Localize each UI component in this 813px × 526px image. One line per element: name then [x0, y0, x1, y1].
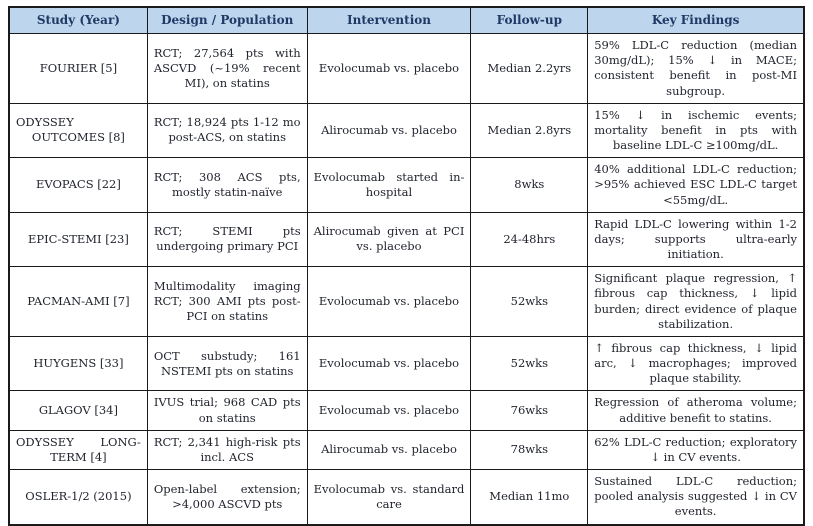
design-cell: Open-label extension; >4,000 ASCVD pts: [146, 469, 308, 526]
column-header-design: Design / Population: [146, 6, 308, 34]
column-header-followup: Follow-up: [470, 6, 589, 34]
findings-cell: 40% additional LDL-C reduction; >95% ach…: [587, 157, 805, 213]
study-cell: FOURIER [5]: [8, 33, 148, 104]
intervention-cell: Alirocumab given at PCI vs. placebo: [306, 211, 472, 268]
study-cell: OSLER-1/2 (2015): [8, 469, 148, 526]
findings-cell: Rapid LDL-C lowering within 1-2 days; su…: [587, 211, 805, 268]
intervention-cell: Evolocumab vs. placebo: [306, 266, 472, 337]
findings-cell: 15% ↓ in ischemic events; mortality bene…: [587, 102, 805, 159]
trials-table-container: Study (Year) Design / Population Interve…: [8, 6, 805, 526]
design-cell: RCT; STEMI pts undergoing primary PCI: [146, 211, 308, 268]
table-row: EPIC-STEMI [23] RCT; STEMI pts undergoing…: [8, 211, 805, 268]
intervention-cell: Evolocumab vs. standard care: [306, 469, 472, 526]
followup-cell: 52wks: [470, 266, 589, 337]
followup-cell: 52wks: [470, 335, 589, 392]
table-row: HUYGENS [33] OCT substudy; 161 NSTEMI pts…: [8, 335, 805, 392]
findings-cell: 59% LDL-C reduction (median 30mg/dL); 15…: [587, 33, 805, 104]
table-row: GLAGOV [34] IVUS trial; 968 CAD pts on st…: [8, 390, 805, 431]
intervention-cell: Evolocumab vs. placebo: [306, 390, 472, 431]
table-row: PACMAN-AMI [7] Multimodality imaging RCT;…: [8, 266, 805, 337]
intervention-cell: Evolocumab vs. placebo: [306, 335, 472, 392]
column-header-findings: Key Findings: [587, 6, 805, 34]
findings-cell: Regression of atheroma volume; additive …: [587, 390, 805, 431]
followup-cell: 8wks: [470, 157, 589, 213]
table-row: OSLER-1/2 (2015) Open-label extension; >4…: [8, 469, 805, 526]
design-cell: RCT; 308 ACS pts, mostly statin-naïve: [146, 157, 308, 213]
table-header: Study (Year) Design / Population Interve…: [8, 6, 805, 34]
study-cell: EPIC-STEMI [23]: [8, 211, 148, 268]
study-cell: ODYSSEY OUTCOMES [8]: [8, 102, 148, 159]
findings-cell: ↑ fibrous cap thickness, ↓ lipid arc, ↓ …: [587, 335, 805, 392]
findings-cell: Sustained LDL-C reduction; pooled analys…: [587, 469, 805, 526]
study-cell: GLAGOV [34]: [8, 390, 148, 431]
intervention-cell: Evolocumab vs. placebo: [306, 33, 472, 104]
table-row: FOURIER [5] RCT; 27,564 pts with ASCVD (~…: [8, 33, 805, 104]
design-cell: RCT; 2,341 high-risk pts incl. ACS: [146, 429, 308, 471]
design-cell: Multimodality imaging RCT; 300 AMI pts p…: [146, 266, 308, 337]
table-row: EVOPACS [22] RCT; 308 ACS pts, mostly sta…: [8, 157, 805, 213]
findings-cell: Significant plaque regression, ↑ fibrous…: [587, 266, 805, 337]
findings-cell: 62% LDL-C reduction; exploratory ↓ in CV…: [587, 429, 805, 471]
study-cell: EVOPACS [22]: [8, 157, 148, 213]
intervention-cell: Alirocumab vs. placebo: [306, 102, 472, 159]
study-cell: ODYSSEY LONG-TERM [4]: [8, 429, 148, 471]
column-header-intervention: Intervention: [306, 6, 472, 34]
design-cell: OCT substudy; 161 NSTEMI pts on statins: [146, 335, 308, 392]
design-cell: RCT; 18,924 pts 1-12 mo post-ACS, on sta…: [146, 102, 308, 159]
design-cell: RCT; 27,564 pts with ASCVD (~19% recent …: [146, 33, 308, 104]
table-body: FOURIER [5] RCT; 27,564 pts with ASCVD (~…: [8, 33, 805, 526]
followup-cell: Median 11mo: [470, 469, 589, 526]
table-row: ODYSSEY LONG-TERM [4] RCT; 2,341 high-ris…: [8, 429, 805, 471]
table-row: ODYSSEY OUTCOMES [8] RCT; 18,924 pts 1-12…: [8, 102, 805, 159]
design-cell: IVUS trial; 968 CAD pts on statins: [146, 390, 308, 431]
followup-cell: 78wks: [470, 429, 589, 471]
trials-table: Study (Year) Design / Population Interve…: [8, 6, 805, 526]
column-header-study: Study (Year): [8, 6, 148, 34]
followup-cell: Median 2.8yrs: [470, 102, 589, 159]
intervention-cell: Alirocumab vs. placebo: [306, 429, 472, 471]
followup-cell: Median 2.2yrs: [470, 33, 589, 104]
study-cell: PACMAN-AMI [7]: [8, 266, 148, 337]
header-row: Study (Year) Design / Population Interve…: [8, 6, 805, 34]
followup-cell: 24-48hrs: [470, 211, 589, 268]
intervention-cell: Evolocumab started in-hospital: [306, 157, 472, 213]
study-cell: HUYGENS [33]: [8, 335, 148, 392]
followup-cell: 76wks: [470, 390, 589, 431]
